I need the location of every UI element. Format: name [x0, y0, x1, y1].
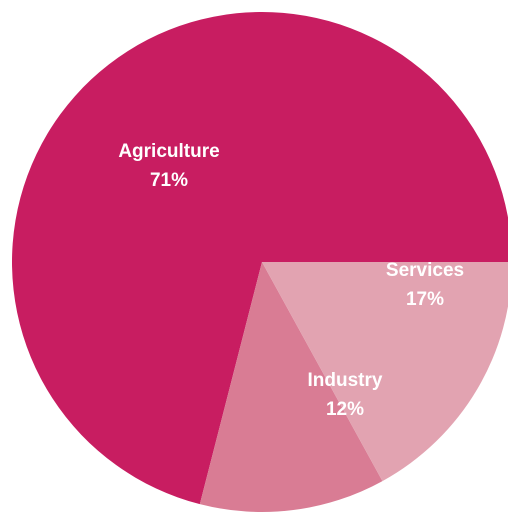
pie-slice-industry [199, 262, 383, 513]
pie-slices [12, 12, 508, 513]
slice-value-services: 17% [406, 289, 444, 310]
slice-label-agriculture: Agriculture [118, 141, 219, 162]
slice-value-industry: 12% [326, 399, 364, 420]
pie-labels: Agriculture 71% Industry 12% Services 17% [118, 141, 464, 420]
slice-label-industry: Industry [308, 370, 383, 391]
pie-slice-agriculture [12, 12, 508, 505]
slice-label-services: Services [386, 260, 464, 281]
pie-slice-services [262, 262, 508, 482]
slice-value-agriculture: 71% [150, 170, 188, 191]
